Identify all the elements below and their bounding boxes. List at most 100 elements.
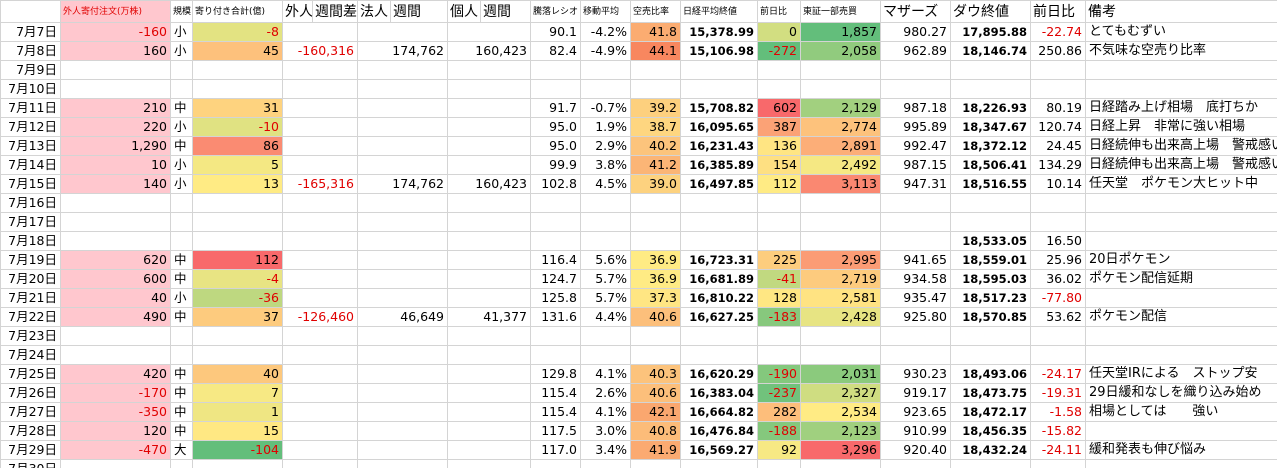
cell: 40.6 <box>630 383 681 403</box>
cell: 112 <box>192 250 283 270</box>
cell: 2,891 <box>800 136 881 156</box>
cell: 2,428 <box>800 307 881 327</box>
cell <box>630 60 681 80</box>
cell <box>757 345 801 365</box>
cell: 116.4 <box>530 250 581 270</box>
cell: 小 <box>170 174 193 194</box>
cell: 160,423 <box>447 41 531 61</box>
cell: 5 <box>192 155 283 175</box>
cell: 18,146.74 <box>950 41 1031 61</box>
cell <box>757 326 801 346</box>
cell <box>447 155 531 175</box>
cell: 1 <box>192 402 283 422</box>
cell: 18,595.03 <box>950 269 1031 289</box>
cell <box>282 326 358 346</box>
header-cell: 前日比 <box>1030 0 1086 23</box>
cell: 16,476.84 <box>680 421 758 441</box>
cell <box>530 79 581 99</box>
cell <box>950 193 1031 213</box>
cell <box>630 231 681 251</box>
data-row: 7月14日 10 小 5 99.9 3.8% 41.2 16,385.89 154 2,492 98… <box>0 155 1277 175</box>
cell: 41,377 <box>447 307 531 327</box>
cell <box>800 345 881 365</box>
date-cell: 7月29日 <box>0 440 61 460</box>
cell: 7 <box>192 383 283 403</box>
cell: 934.58 <box>880 269 951 289</box>
cell: 25.96 <box>1030 250 1086 270</box>
cell <box>680 459 758 468</box>
cell: 任天堂 ポケモン大ヒット中 <box>1085 174 1277 194</box>
cell <box>757 231 801 251</box>
data-row: 7月27日 -350 中 1 115.4 4.1% 42.1 16,664.82 282 2,53… <box>0 402 1277 422</box>
cell: 相場としては 強い <box>1085 402 1277 422</box>
cell: 4.4% <box>580 307 631 327</box>
cell <box>357 326 448 346</box>
cell <box>282 459 358 468</box>
cell <box>282 155 358 175</box>
date-cell: 7月13日 <box>0 136 61 156</box>
cell: 134.29 <box>1030 155 1086 175</box>
cell <box>447 79 531 99</box>
cell: 1,857 <box>800 22 881 42</box>
cell: 4.5% <box>580 174 631 194</box>
cell <box>447 60 531 80</box>
cell <box>680 231 758 251</box>
cell <box>357 231 448 251</box>
cell: 90.1 <box>530 22 581 42</box>
data-row: 7月17日 <box>0 212 1277 232</box>
cell <box>800 231 881 251</box>
cell: 2,534 <box>800 402 881 422</box>
cell <box>60 60 171 80</box>
cell: 174,762 <box>357 174 448 194</box>
cell <box>680 326 758 346</box>
cell: 140 <box>60 174 171 194</box>
cell: 174,762 <box>357 41 448 61</box>
cell <box>60 193 171 213</box>
cell <box>282 402 358 422</box>
cell <box>580 79 631 99</box>
cell <box>1030 193 1086 213</box>
cell <box>282 117 358 137</box>
cell: 947.31 <box>880 174 951 194</box>
date-cell: 7月8日 <box>0 41 61 61</box>
cell <box>170 326 193 346</box>
cell <box>170 79 193 99</box>
cell: 18,533.05 <box>950 231 1031 251</box>
cell: 日経続伸も出来高上場 警戒感いいね <box>1085 136 1277 156</box>
cell: 小 <box>170 41 193 61</box>
cell <box>447 402 531 422</box>
data-row: 7月10日 <box>0 79 1277 99</box>
cell <box>630 193 681 213</box>
cell: 16.50 <box>1030 231 1086 251</box>
cell: 18,516.55 <box>950 174 1031 194</box>
cell <box>357 402 448 422</box>
cell <box>1085 193 1277 213</box>
cell <box>192 345 283 365</box>
cell <box>282 212 358 232</box>
cell: 18,559.01 <box>950 250 1031 270</box>
cell: 40.8 <box>630 421 681 441</box>
cell <box>1030 60 1086 80</box>
cell: 18,347.67 <box>950 117 1031 137</box>
cell <box>580 345 631 365</box>
cell: 16,723.31 <box>680 250 758 270</box>
data-row: 7月20日 600 中 -4 124.7 5.7% 36.9 16,681.89 -41 2,71… <box>0 269 1277 289</box>
cell <box>447 193 531 213</box>
cell: 42.1 <box>630 402 681 422</box>
cell <box>170 60 193 80</box>
cell <box>630 459 681 468</box>
cell <box>192 193 283 213</box>
cell <box>170 459 193 468</box>
cell: 緩和発表も伸び悩み <box>1085 440 1277 460</box>
cell: 中 <box>170 250 193 270</box>
cell <box>447 98 531 118</box>
date-cell: 7月25日 <box>0 364 61 384</box>
cell: 中 <box>170 383 193 403</box>
cell <box>630 79 681 99</box>
cell: 3.4% <box>580 440 631 460</box>
date-cell: 7月18日 <box>0 231 61 251</box>
cell <box>880 459 951 468</box>
cell: 86 <box>192 136 283 156</box>
cell <box>282 269 358 289</box>
